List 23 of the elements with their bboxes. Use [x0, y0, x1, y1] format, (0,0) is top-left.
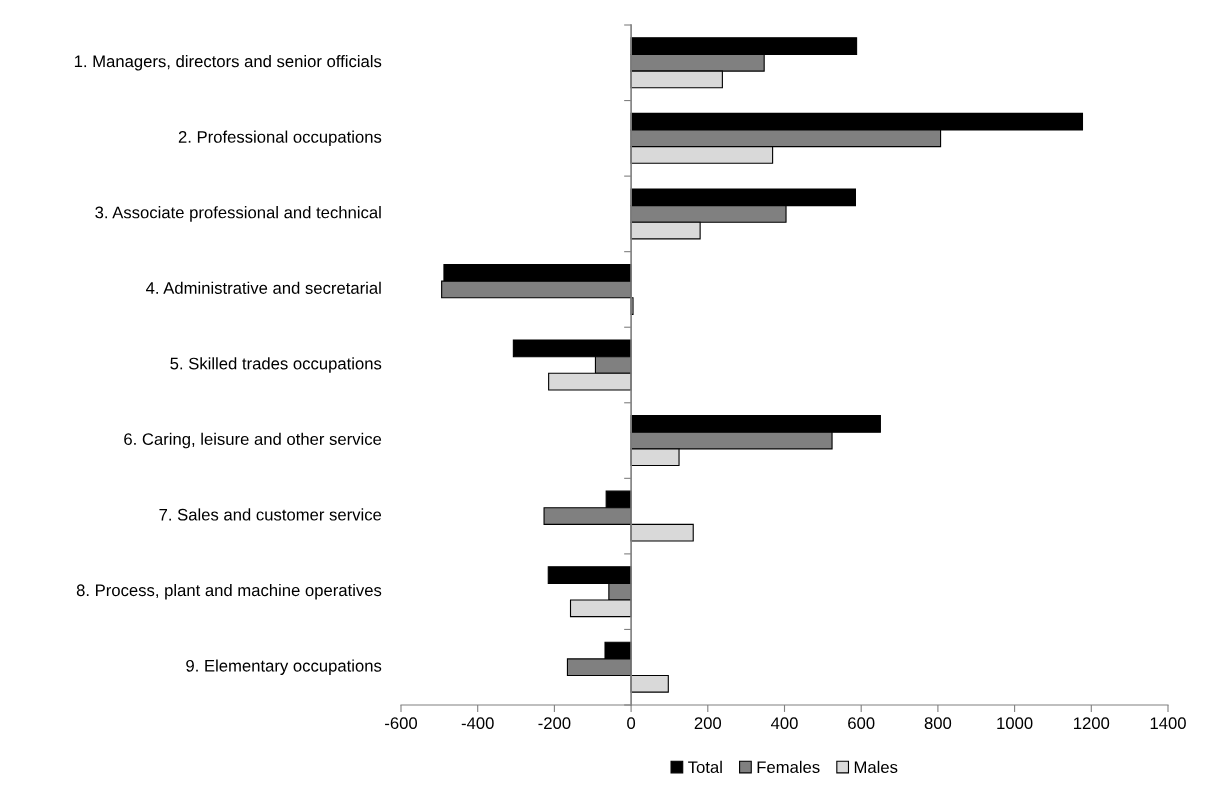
y-tick-label: 8. Process, plant and machine operatives — [76, 583, 382, 600]
y-tick-label: 4. Administrative and secretarial — [146, 281, 381, 294]
y-tick-label: 6. Caring, leisure and other service — [124, 432, 382, 449]
y-tick-label: 1. Managers, directors and senior officials — [74, 55, 382, 71]
x-tick-label: 200 — [694, 717, 722, 730]
legend-label: Total — [688, 760, 722, 774]
x-tick-label: 400 — [770, 717, 798, 730]
x-tick-label: 600 — [848, 717, 875, 730]
y-tick-label: 7. Sales and customer service — [159, 508, 382, 521]
x-tick-label: 1000 — [997, 717, 1033, 730]
x-tick-label: 0 — [627, 717, 636, 730]
x-tick-label: 1200 — [1074, 717, 1110, 730]
y-tick-label: 9. Elementary occupations — [186, 659, 382, 675]
x-tick-label: -200 — [538, 717, 571, 730]
y-tick-label: 5. Skilled trades occupations — [170, 357, 382, 373]
y-tick-label: 2. Professional occupations — [178, 130, 382, 147]
y-tick-label: 3. Associate professional and technical — [95, 206, 381, 222]
legend-label: Females — [757, 760, 820, 774]
x-tick-label: 800 — [924, 717, 952, 730]
x-tick-label: -600 — [385, 717, 418, 730]
legend-label: Males — [854, 760, 898, 774]
x-tick-label: 1400 — [1150, 717, 1186, 730]
x-tick-label: -400 — [461, 717, 494, 730]
